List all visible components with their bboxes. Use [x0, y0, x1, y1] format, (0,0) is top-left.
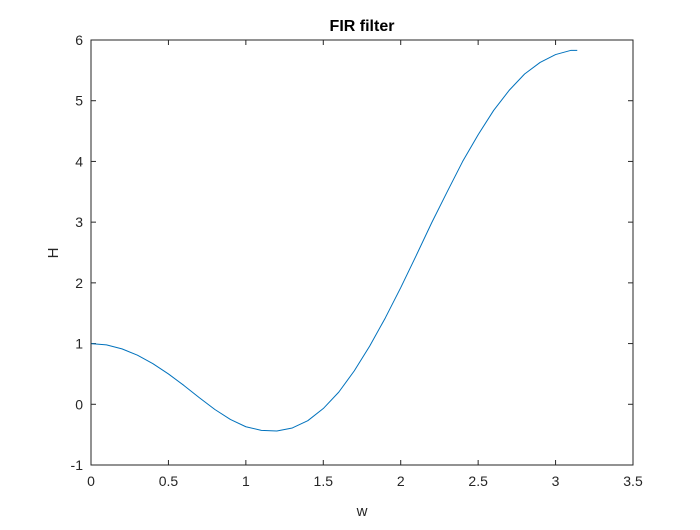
x-tick-label: 1 — [242, 473, 250, 489]
y-tick-label: 2 — [75, 275, 83, 291]
series-line — [90, 49, 578, 432]
y-tick-label: 1 — [75, 336, 83, 352]
y-tick-label: 3 — [75, 214, 83, 230]
x-tick-label: 3 — [552, 473, 560, 489]
y-axis-ticks: -1 0 1 2 3 4 5 6 — [71, 32, 633, 473]
y-tick-label: 0 — [75, 396, 83, 412]
series-layer — [90, 49, 578, 432]
x-axis-ticks: 0 0.5 1 1.5 2 2.5 3 3.5 — [87, 40, 643, 489]
x-tick-label: 3.5 — [623, 473, 643, 489]
x-tick-label: 0 — [87, 473, 95, 489]
x-tick-label: 2.5 — [468, 473, 488, 489]
y-tick-label: 6 — [75, 32, 83, 48]
y-tick-label: 5 — [75, 93, 83, 109]
y-tick-label: 4 — [75, 153, 83, 169]
y-tick-label: -1 — [71, 457, 84, 473]
x-axis-title: w — [356, 503, 368, 520]
y-axis-title: H — [45, 248, 62, 259]
chart-title: FIR filter — [330, 18, 395, 35]
axes-box — [90, 39, 634, 466]
x-tick-label: 2 — [397, 473, 405, 489]
x-tick-label: 1.5 — [314, 473, 334, 489]
x-tick-label: 0.5 — [159, 473, 179, 489]
plot-area — [91, 40, 633, 465]
